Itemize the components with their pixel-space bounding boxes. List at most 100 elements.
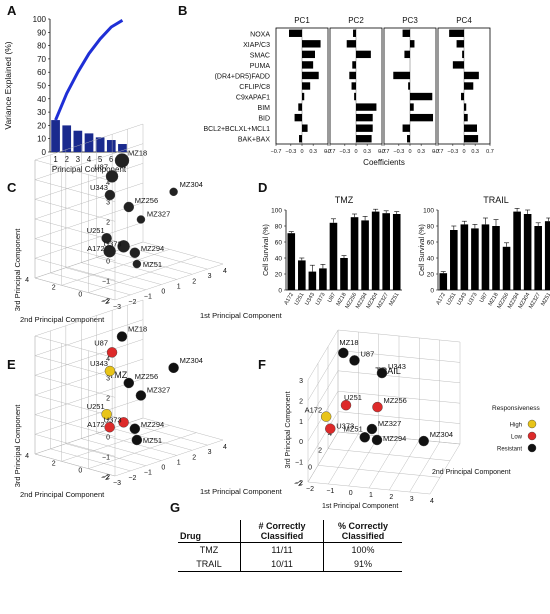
grid-line [61,249,170,286]
grid-line [34,179,116,202]
point-label-MZ294: MZ294 [141,244,164,253]
grid-line [337,431,461,445]
bar-MZ18 [492,226,500,290]
pct-cell: 100% [323,542,402,557]
bar-A172 [287,233,296,290]
y-tick-label: 20 [275,272,283,279]
point-label-U87: U87 [94,162,108,171]
x-tick-label: −0.7 [325,149,336,155]
grid-line [368,437,400,489]
y-tick-label: 60 [37,68,46,77]
x-tick-label: −0.7 [271,149,282,155]
x-tick-label: −2 [128,475,136,482]
z-tick-label: 0 [106,259,110,266]
bar-U373 [319,268,327,290]
x-tick-label: 1 [369,492,373,499]
x-tick-label: 0.7 [432,149,440,155]
z-tick-label: −2 [102,298,110,305]
coef-bar-XIAP/C3 [410,40,415,48]
point-label-MZ256: MZ256 [135,196,158,205]
x-tick-label: −1 [144,294,152,301]
grid-line [50,448,131,472]
point-label-A172: A172 [87,244,105,253]
legend-label: High [510,423,522,429]
point-MZ256 [123,377,134,389]
y-axis-label: 2nd Principal Component [432,469,511,476]
coef-bar-BCL2+BCLXL+MCL1 [402,124,410,132]
point-label-MZ304: MZ304 [430,430,453,439]
y-tick-label: 60 [427,240,435,247]
coef-bar-BID [464,113,468,122]
z-tick-label: 4 [106,180,110,187]
x-tick-label: 1 [53,155,58,164]
chart-title: TMZ [109,370,128,380]
point-MZ18 [114,153,130,168]
x-tick-label: 0.3 [471,149,479,155]
z-tick-label: −2 [295,480,303,487]
grid-line [96,257,177,280]
point-MZ304 [168,362,179,374]
point-MZ256 [372,401,383,413]
point-label-MZ294: MZ294 [383,434,406,443]
x-tick-label: U251 [446,292,458,306]
grid-line [337,370,461,384]
bar-U343 [460,224,469,290]
point-label-U87: U87 [94,338,108,347]
coef-bar-BCL2+BCLXL+MCL1 [464,124,477,132]
grid-line [34,434,116,457]
panel-label-e: E [7,357,16,372]
panel-label-b: B [178,3,188,18]
point-MZ18 [338,347,349,359]
coef-bar-CFLIP/C8 [302,82,311,90]
y-tick-label: 2 [52,284,56,291]
coef-bar-NOXA [353,29,356,37]
coef-bar-BIM [298,103,302,111]
z-tick-label: 2 [299,398,303,405]
grid-line [34,299,144,337]
coef-bar-NOXA [402,29,410,37]
grid-line [127,422,208,446]
x-tick-label: 3 [410,496,414,503]
row-label: BID [258,116,270,123]
point-A172 [104,421,115,433]
panel-f-3d-scatter-trail: TRAIL−2 −1 0 1 2 3 4−2024−2−10123MZ18U87U343U2… [285,329,540,510]
bar-5 [95,137,105,152]
point-MZ294 [371,434,383,446]
coef-bar-CFLIP/C8 [464,82,474,90]
y-tick-label: 80 [427,224,435,231]
point-U373 [117,240,130,253]
z-tick-label: 0 [106,435,110,442]
x-tick-label: 2 [192,278,196,285]
point-label-U343: U343 [90,359,108,368]
grid-line [34,238,116,261]
bar-MZ294 [361,220,369,290]
grid-line [114,263,224,301]
point-label-MZ304: MZ304 [180,356,203,365]
row-label: PUMA [250,63,271,70]
grid-line [50,272,131,296]
z-tick-label: −1 [102,454,110,461]
z-tick-label: −2 [102,474,110,481]
z-axis-label: 3rd Principal Component [13,404,22,487]
grid-line [34,143,144,180]
point-label-MZ51: MZ51 [143,436,162,445]
x-tick-label: 6 [109,155,114,164]
x-axis-label: 1st Principal Component [200,487,283,496]
bar-U251 [450,230,458,290]
coef-bar-C9xAPAF1 [354,92,356,101]
panel-e-3d-scatter-tmz: TMZ−3−2−101234−2024−2−101234U343U87MZ18M… [13,299,283,499]
coef-bar-C9xAPAF1 [302,92,305,101]
coef-bar-CFLIP/C8 [408,82,410,90]
bar-U87 [329,222,338,290]
bar-1 [51,120,60,152]
y-tick-label: 4 [25,277,29,284]
bar-A172 [439,273,448,290]
x-tick-label: 0 [408,149,411,155]
point-U251 [101,409,112,420]
point-MZ294 [129,247,141,258]
z-tick-label: 2 [106,395,110,402]
bar-7 [118,144,127,152]
y-tick-label: 80 [275,224,283,231]
grid-line [34,453,116,477]
